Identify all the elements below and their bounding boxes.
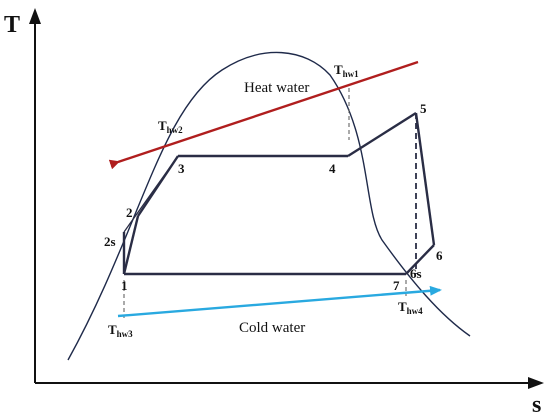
thw4-label: Thw4 bbox=[398, 299, 423, 316]
process-6-to-7 bbox=[405, 244, 435, 275]
cold-water-label: Cold water bbox=[239, 320, 305, 336]
state-2s-label: 2s bbox=[104, 234, 116, 249]
state-2-label: 2 bbox=[126, 205, 133, 220]
axes: T s bbox=[4, 8, 544, 418]
state-labels: 1 2 2s 3 4 5 6 6s 7 bbox=[104, 101, 443, 293]
x-axis-arrowhead bbox=[528, 377, 544, 389]
heat-water-label: Heat water bbox=[244, 80, 309, 96]
cold-water-arrow bbox=[117, 285, 442, 318]
state-6s-label: 6s bbox=[410, 266, 422, 281]
state-4-label: 4 bbox=[329, 161, 336, 176]
process-5-to-6 bbox=[414, 112, 436, 246]
temperature-guides bbox=[123, 88, 407, 318]
x-axis-label: s bbox=[532, 392, 541, 418]
thw3-label: Thw3 bbox=[108, 322, 133, 339]
temperature-labels: Thw1 Thw2 Thw3 Thw4 bbox=[108, 62, 423, 339]
state-6-label: 6 bbox=[436, 248, 443, 263]
heat-water-stream: Heat water bbox=[108, 60, 419, 170]
saturation-dome bbox=[67, 51, 471, 361]
y-axis-arrowhead bbox=[29, 8, 41, 24]
process-4-to-5 bbox=[347, 111, 417, 158]
process-2s-to-3 bbox=[123, 155, 179, 233]
process-1-to-2 bbox=[122, 215, 140, 275]
heat-water-arrow bbox=[108, 60, 419, 170]
state-7-label: 7 bbox=[393, 278, 400, 293]
thw1-label: Thw1 bbox=[334, 62, 359, 79]
thw2-label: Thw2 bbox=[158, 118, 183, 135]
thermodynamic-cycle bbox=[122, 111, 436, 276]
state-5-label: 5 bbox=[420, 101, 427, 116]
state-3-label: 3 bbox=[178, 161, 185, 176]
state-1-label: 1 bbox=[121, 278, 128, 293]
cold-water-stream: Cold water bbox=[117, 285, 442, 336]
y-axis-label: T bbox=[4, 12, 20, 38]
